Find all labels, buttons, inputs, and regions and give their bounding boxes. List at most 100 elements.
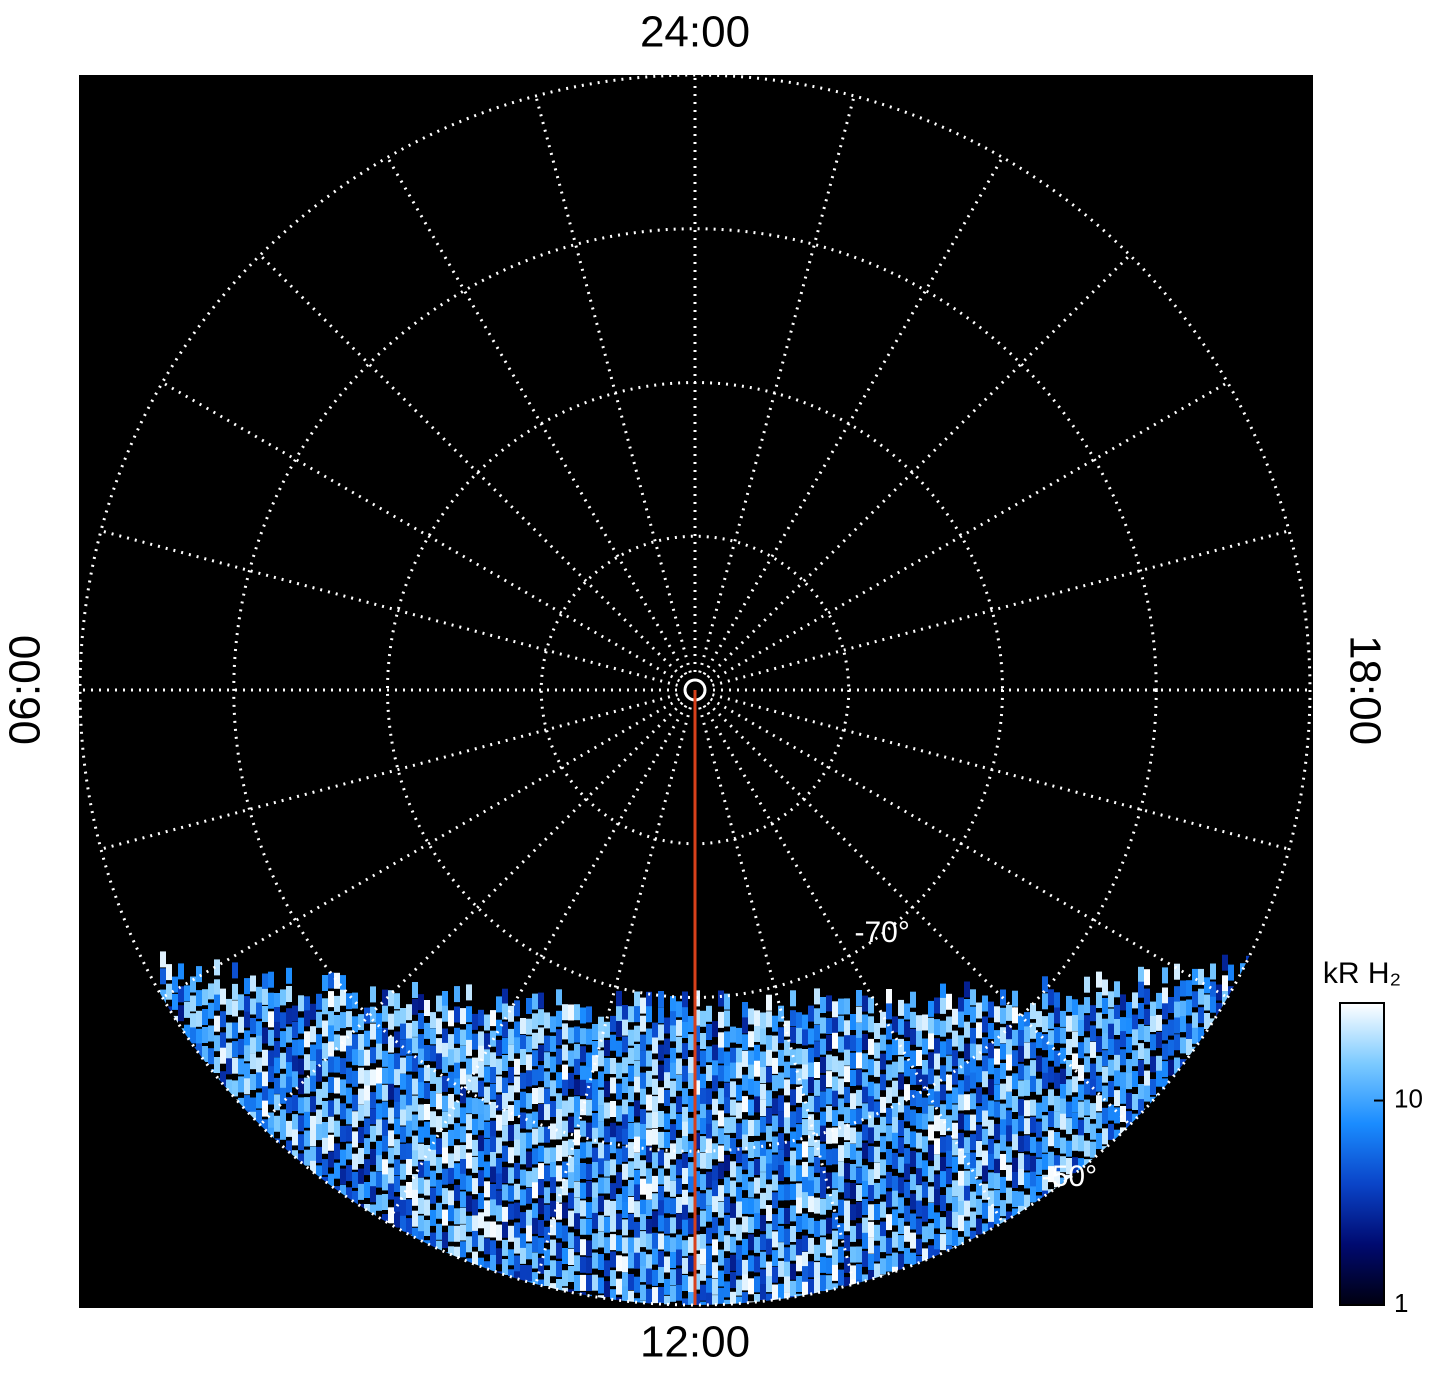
- emission-cell: [334, 1015, 340, 1031]
- emission-cell: [652, 1037, 658, 1054]
- emission-cell: [766, 1035, 772, 1052]
- emission-cell: [742, 1216, 748, 1233]
- emission-cell: [538, 1179, 544, 1196]
- emission-cell: [886, 1191, 892, 1208]
- emission-cell: [250, 1074, 256, 1090]
- emission-cell: [316, 993, 322, 1010]
- emission-cell: [574, 1236, 580, 1253]
- emission-cell: [598, 1254, 604, 1270]
- emission-cell: [1114, 1004, 1120, 1021]
- emission-cell: [346, 1165, 352, 1182]
- emission-cell: [1048, 1151, 1054, 1168]
- emission-cell: [616, 1083, 622, 1100]
- emission-cell: [802, 1049, 808, 1065]
- emission-cell: [322, 1122, 328, 1138]
- emission-cell: [358, 1104, 364, 1121]
- emission-cell: [304, 1097, 310, 1114]
- emission-cell: [622, 1163, 628, 1180]
- emission-cell: [850, 1164, 856, 1180]
- emission-cell: [964, 1021, 970, 1038]
- emission-cell: [856, 1167, 862, 1184]
- emission-cell: [1042, 1095, 1048, 1112]
- emission-cell: [340, 1168, 346, 1185]
- emission-cell: [628, 1252, 634, 1269]
- emission-cell: [1042, 1016, 1048, 1033]
- emission-cell: [262, 1027, 268, 1044]
- emission-cell: [430, 1232, 436, 1249]
- emission-cell: [1102, 1128, 1108, 1145]
- emission-cell: [838, 1246, 844, 1263]
- emission-cell: [868, 1169, 874, 1186]
- emission-cell: [460, 1045, 466, 1062]
- emission-cell: [640, 1072, 646, 1089]
- emission-cell: [808, 1095, 814, 1112]
- emission-cell: [322, 1081, 328, 1098]
- emission-cell: [556, 1029, 562, 1046]
- emission-cell: [406, 1105, 412, 1122]
- emission-cell: [688, 1095, 694, 1112]
- emission-cell: [418, 1082, 424, 1099]
- emission-cell: [982, 1223, 988, 1240]
- emission-cell: [616, 1172, 622, 1189]
- emission-cell: [850, 1070, 856, 1086]
- emission-cell: [766, 1011, 772, 1028]
- emission-cell: [538, 992, 544, 1009]
- emission-cell: [928, 1124, 934, 1141]
- emission-cell: [1102, 998, 1108, 1014]
- emission-cell: [940, 1156, 946, 1173]
- emission-cell: [940, 1136, 946, 1153]
- emission-cell: [268, 1088, 274, 1105]
- emission-cell: [796, 1027, 802, 1044]
- emission-cell: [778, 1308, 784, 1324]
- emission-cell: [244, 1011, 250, 1028]
- emission-cell: [904, 1148, 910, 1165]
- emission-cell: [904, 1041, 910, 1057]
- emission-cell: [280, 989, 286, 1006]
- emission-cell: [640, 997, 646, 1014]
- emission-cell: [448, 1108, 454, 1125]
- emission-cell: [820, 1275, 826, 1292]
- emission-cell: [430, 1209, 436, 1226]
- emission-cell: [322, 1043, 328, 1060]
- emission-cell: [820, 1143, 826, 1160]
- emission-cell: [700, 1073, 706, 1090]
- emission-cell: [754, 1213, 760, 1230]
- emission-cell: [856, 1052, 862, 1069]
- emission-cell: [766, 1308, 772, 1324]
- emission-cell: [610, 1159, 616, 1176]
- emission-cell: [664, 1217, 670, 1234]
- emission-cell: [826, 1034, 832, 1051]
- emission-cell: [484, 1049, 490, 1066]
- meridian: [702, 156, 1004, 676]
- emission-cell: [628, 1196, 634, 1213]
- emission-cell: [460, 1107, 466, 1124]
- emission-cell: [508, 1028, 514, 1045]
- emission-cell: [1222, 991, 1228, 1008]
- emission-cell: [364, 1049, 370, 1066]
- emission-cell: [658, 1024, 664, 1041]
- emission-cell: [322, 1137, 328, 1154]
- emission-cell: [766, 1293, 772, 1305]
- emission-cell: [604, 1281, 610, 1298]
- emission-cell: [226, 1079, 232, 1096]
- emission-cell: [628, 1106, 634, 1123]
- emission-cell: [1084, 1056, 1090, 1073]
- emission-cell: [910, 991, 916, 1008]
- emission-cell: [502, 1125, 508, 1142]
- emission-cell: [736, 1123, 742, 1140]
- emission-cell: [1054, 1155, 1060, 1172]
- emission-cell: [652, 1096, 658, 1113]
- emission-cell: [760, 1100, 766, 1116]
- emission-cell: [412, 1078, 418, 1095]
- emission-cell: [292, 1114, 298, 1131]
- emission-cell: [1126, 1002, 1132, 1018]
- emission-cell: [904, 1084, 910, 1101]
- emission-cell: [646, 1200, 652, 1216]
- emission-cell: [232, 983, 238, 1000]
- emission-cell: [1198, 1007, 1204, 1024]
- emission-cell: [550, 1080, 556, 1097]
- emission-cell: [1138, 1060, 1144, 1076]
- emission-cell: [832, 1056, 838, 1073]
- emission-cell: [352, 1153, 358, 1170]
- emission-cell: [928, 1052, 934, 1069]
